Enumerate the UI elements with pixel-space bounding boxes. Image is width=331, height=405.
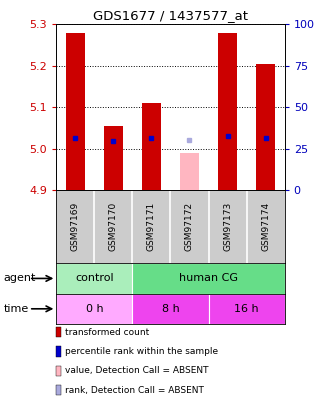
Bar — [56, 294, 132, 324]
Bar — [66, 32, 85, 190]
Bar — [132, 263, 285, 294]
Title: GDS1677 / 1437577_at: GDS1677 / 1437577_at — [93, 9, 248, 22]
Bar — [218, 32, 237, 190]
Text: value, Detection Call = ABSENT: value, Detection Call = ABSENT — [66, 367, 209, 375]
Bar — [104, 126, 123, 190]
Text: control: control — [75, 273, 114, 283]
Text: GSM97173: GSM97173 — [223, 202, 232, 252]
Text: human CG: human CG — [179, 273, 238, 283]
Bar — [180, 153, 199, 190]
Bar — [142, 103, 161, 190]
Text: GSM97169: GSM97169 — [71, 202, 80, 252]
Text: 8 h: 8 h — [162, 304, 179, 314]
Text: agent: agent — [3, 273, 36, 283]
Text: transformed count: transformed count — [66, 328, 150, 337]
Bar — [209, 294, 285, 324]
Text: percentile rank within the sample: percentile rank within the sample — [66, 347, 218, 356]
Text: GSM97170: GSM97170 — [109, 202, 118, 252]
Bar — [256, 64, 275, 190]
Bar — [56, 263, 132, 294]
Text: rank, Detection Call = ABSENT: rank, Detection Call = ABSENT — [66, 386, 204, 395]
Text: 16 h: 16 h — [234, 304, 259, 314]
Text: GSM97174: GSM97174 — [261, 202, 270, 252]
Text: GSM97172: GSM97172 — [185, 202, 194, 252]
Text: 0 h: 0 h — [85, 304, 103, 314]
Text: GSM97171: GSM97171 — [147, 202, 156, 252]
Bar — [132, 294, 209, 324]
Text: time: time — [3, 304, 28, 314]
